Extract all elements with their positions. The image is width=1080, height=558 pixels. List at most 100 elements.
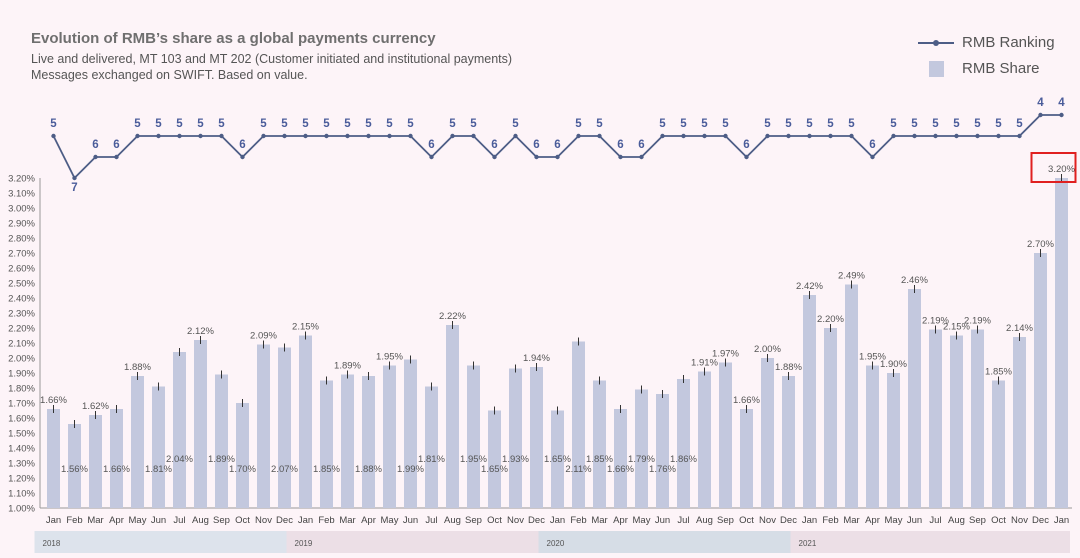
- share-data-label: 1.95%: [376, 352, 403, 363]
- y-tick-label: 1.60%: [8, 414, 35, 425]
- highlight-box: [1030, 152, 1077, 183]
- x-tick-label: Nov: [507, 515, 524, 526]
- ranking-label: 5: [512, 118, 519, 130]
- ranking-point: [1017, 133, 1022, 139]
- ranking-point: [618, 154, 623, 160]
- chart-subtitle-1: Live and delivered, MT 103 and MT 202 (C…: [31, 52, 513, 66]
- ranking-point: [282, 133, 287, 139]
- share-bar: [551, 410, 564, 508]
- share-bar: [320, 380, 333, 508]
- ranking-label: 5: [155, 118, 162, 130]
- x-tick-label: May: [633, 515, 651, 526]
- share-bar: [488, 410, 501, 508]
- share-bar: [698, 371, 711, 508]
- ranking-point: [387, 133, 392, 139]
- share-bar: [383, 365, 396, 508]
- y-tick-label: 1.00%: [8, 504, 35, 515]
- x-tick-label: Nov: [255, 515, 272, 526]
- ranking-label: 6: [239, 139, 245, 151]
- y-tick-label: 1.50%: [8, 429, 35, 440]
- share-data-label: 2.12%: [187, 326, 214, 337]
- y-tick-label: 1.80%: [8, 384, 35, 395]
- x-tick-label: Aug: [444, 515, 461, 526]
- year-label: 2020: [547, 539, 565, 548]
- share-data-label: 2.14%: [1006, 323, 1033, 334]
- ranking-label: 5: [281, 118, 288, 130]
- share-data-label: 2.70%: [1027, 239, 1054, 250]
- ranking-label: 5: [197, 118, 204, 130]
- x-tick-label: Jul: [929, 515, 941, 526]
- y-tick-label: 1.70%: [8, 399, 35, 410]
- legend-line-icon: [918, 39, 954, 46]
- share-data-label: 3.20%: [1048, 164, 1075, 175]
- ranking-label: 5: [827, 118, 834, 130]
- share-bar: [236, 403, 249, 508]
- share-bar: [404, 359, 417, 508]
- share-data-label: 1.70%: [229, 464, 256, 475]
- ranking-label: 5: [974, 118, 981, 130]
- ranking-point: [870, 154, 875, 160]
- ranking-point: [891, 133, 896, 139]
- x-tick-label: Mar: [339, 515, 355, 526]
- share-bar: [1055, 178, 1068, 508]
- ranking-label: 6: [428, 139, 434, 151]
- x-tick-label: Aug: [696, 515, 713, 526]
- x-tick-label: Nov: [759, 515, 776, 526]
- ranking-label: 6: [92, 139, 98, 151]
- ranking-point: [849, 133, 854, 139]
- share-data-label: 1.89%: [208, 454, 235, 465]
- share-bar: [446, 325, 459, 508]
- x-tick-label: Jul: [425, 515, 437, 526]
- ranking-label: 5: [953, 118, 960, 130]
- share-bar: [824, 328, 837, 508]
- y-tick-label: 2.90%: [8, 219, 35, 230]
- ranking-point: [681, 133, 686, 139]
- share-bar: [803, 295, 816, 508]
- ranking-point: [219, 133, 224, 139]
- x-tick-label: Jan: [550, 515, 565, 526]
- ranking-label: 5: [365, 118, 372, 130]
- share-data-label: 1.88%: [775, 362, 802, 373]
- x-tick-label: Dec: [1032, 515, 1049, 526]
- ranking-point: [702, 133, 707, 139]
- ranking-point: [660, 133, 665, 139]
- share-data-label: 1.94%: [523, 353, 550, 364]
- ranking-point: [450, 133, 455, 139]
- share-bar: [131, 376, 144, 508]
- ranking-label: 5: [134, 118, 141, 130]
- y-tick-label: 2.70%: [8, 249, 35, 260]
- x-tick-label: May: [885, 515, 903, 526]
- ranking-label: 5: [911, 118, 918, 130]
- share-data-label: 2.04%: [166, 454, 193, 465]
- year-band: [34, 531, 293, 553]
- ranking-point: [93, 154, 98, 160]
- share-bar: [656, 394, 669, 508]
- share-bar: [530, 367, 543, 508]
- x-tick-label: Sep: [213, 515, 230, 526]
- share-bar: [593, 380, 606, 508]
- ranking-point: [954, 133, 959, 139]
- ranking-point: [324, 133, 329, 139]
- ranking-label: 5: [407, 118, 414, 130]
- share-bar: [341, 374, 354, 508]
- ranking-point: [177, 133, 182, 139]
- y-tick-label: 1.20%: [8, 474, 35, 485]
- share-bar: [47, 409, 60, 508]
- share-data-label: 2.00%: [754, 344, 781, 355]
- ranking-label: 5: [785, 118, 792, 130]
- share-bar: [362, 376, 375, 508]
- y-tick-label: 1.40%: [8, 444, 35, 455]
- ranking-point: [429, 154, 434, 160]
- ranking-label: 5: [470, 118, 477, 130]
- ranking-label: 6: [113, 139, 119, 151]
- share-bar: [110, 409, 123, 508]
- share-data-label: 1.66%: [40, 395, 67, 406]
- y-tick-label: 3.00%: [8, 204, 35, 215]
- ranking-point: [366, 133, 371, 139]
- share-bar: [152, 386, 165, 508]
- share-bar: [257, 344, 270, 508]
- ranking-label: 6: [638, 139, 644, 151]
- ranking-label: 5: [722, 118, 729, 130]
- ranking-label: 6: [491, 139, 497, 151]
- ranking-point: [513, 133, 518, 139]
